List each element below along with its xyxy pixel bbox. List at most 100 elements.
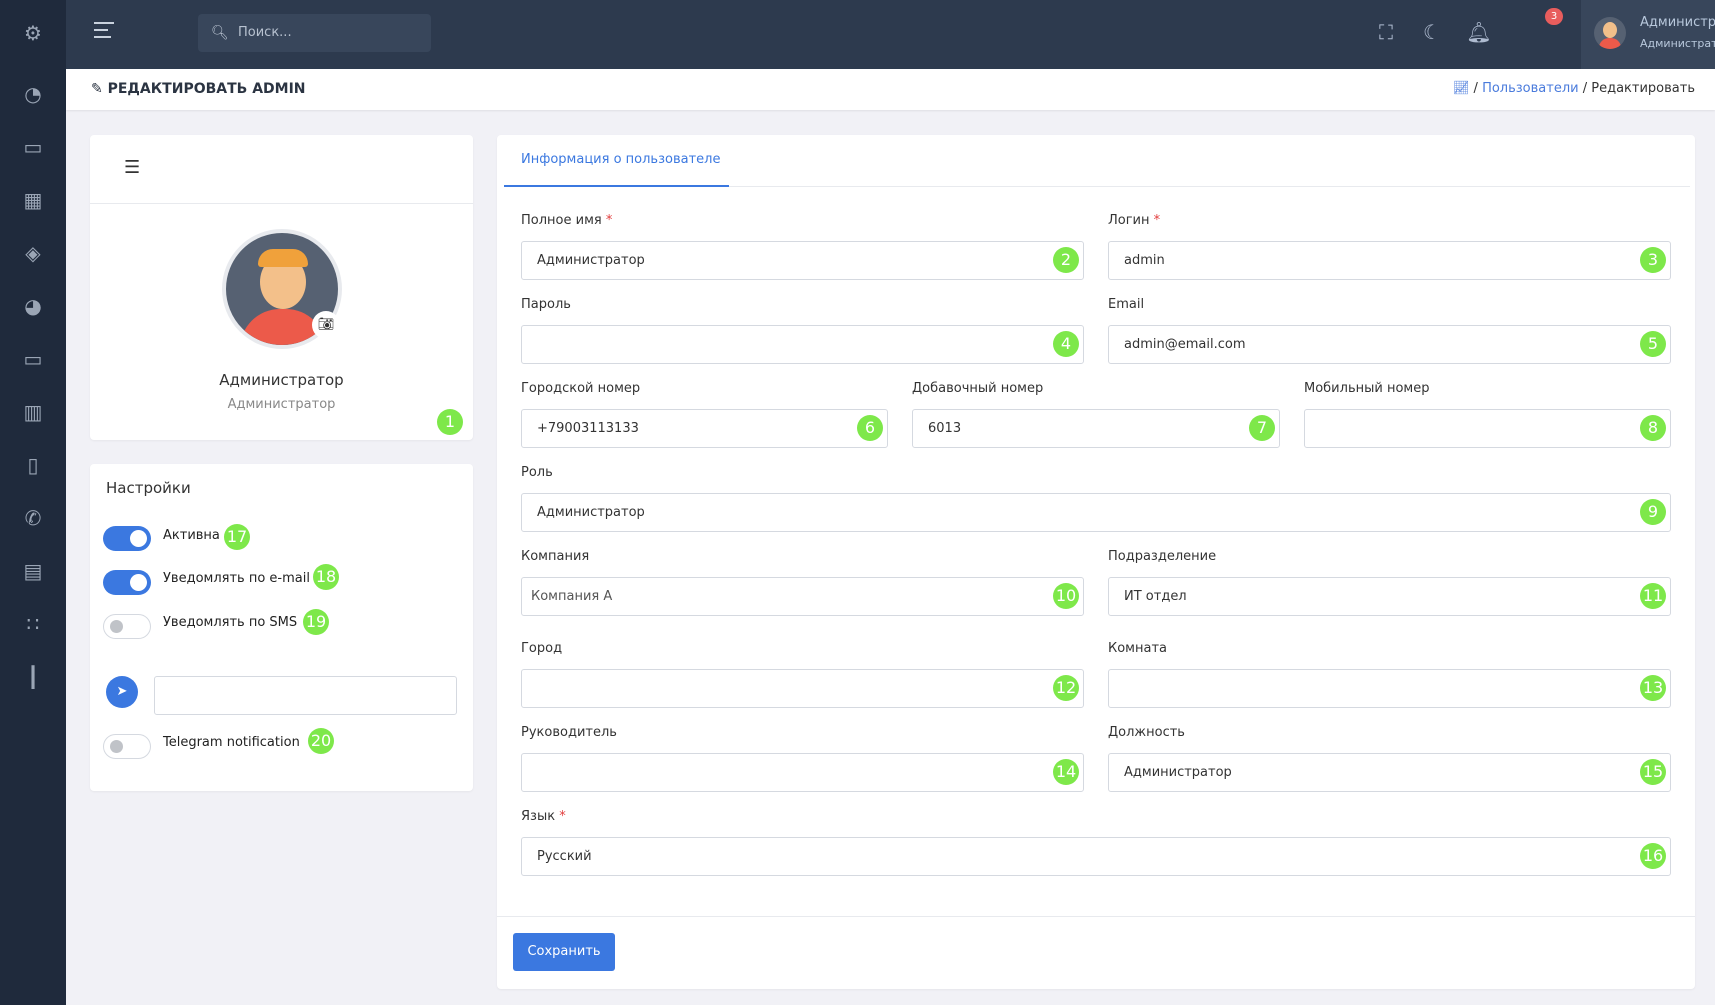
search-input[interactable]: 🔍︎ Поиск...	[198, 14, 431, 52]
field-label: Городской номер	[521, 381, 641, 396]
profile-name: Администратор	[219, 371, 344, 389]
bar-chart-icon[interactable]: ┃	[26, 665, 40, 689]
breadcrumb: 📈︎ / Пользователи / Редактировать	[1452, 81, 1695, 96]
number-badge: 9	[1640, 499, 1666, 525]
user-menu[interactable]: Администратор Администратор	[1581, 0, 1715, 69]
apps-icon[interactable]: ∷	[26, 612, 40, 636]
city-phone-input[interactable]: +79003113133 6	[521, 409, 888, 448]
toggle-email[interactable]	[103, 570, 151, 595]
password-input[interactable]: 4	[521, 325, 1084, 364]
notification-badge: 3	[1545, 8, 1563, 25]
number-badge: 19	[303, 609, 329, 635]
chart-pie-icon[interactable]: ◕	[24, 294, 42, 318]
breadcrumb-current: Редактировать	[1591, 81, 1695, 96]
full-name-input[interactable]: Администратор 2	[521, 241, 1084, 280]
company-select[interactable]: Компания А 10	[521, 577, 1084, 616]
toggle-label: Telegram notification	[163, 735, 300, 750]
number-badge: 10	[1053, 583, 1079, 609]
field-text: 6013	[928, 421, 962, 436]
number-badge: 7	[1249, 415, 1275, 441]
number-badge: 1	[437, 409, 463, 435]
inventory-icon[interactable]: ▥	[23, 400, 43, 424]
number-badge: 5	[1640, 331, 1666, 357]
user-name: Администратор	[1640, 15, 1715, 30]
field-label: Логин *	[1108, 213, 1160, 228]
login-input[interactable]: admin 3	[1108, 241, 1671, 280]
settings-card: Настройки Активна 17 Уведомлять по e-mai…	[90, 464, 473, 791]
toggle-telegram[interactable]	[103, 734, 151, 759]
telegram-input[interactable]	[154, 676, 457, 715]
list-icon[interactable]: ☰	[124, 157, 141, 178]
avatar	[1594, 17, 1626, 49]
field-text: +79003113133	[537, 421, 639, 436]
save-button[interactable]: Сохранить	[513, 933, 615, 971]
language-select[interactable]: Русский 16	[521, 837, 1671, 876]
ext-phone-input[interactable]: 6013 7	[912, 409, 1280, 448]
page-title: ✎ РЕДАКТИРОВАТЬ ADMIN	[91, 81, 306, 97]
settings-icon[interactable]: ⚙	[24, 21, 42, 45]
field-text: admin@email.com	[1124, 337, 1246, 352]
number-badge: 6	[857, 415, 883, 441]
field-text: Полное имя	[521, 213, 602, 228]
tickets-icon[interactable]: ▭	[23, 135, 43, 159]
number-badge: 16	[1640, 843, 1666, 869]
city-input[interactable]: 12	[521, 669, 1084, 708]
room-input[interactable]: 13	[1108, 669, 1671, 708]
field-text: Логин	[1108, 213, 1150, 228]
department-select[interactable]: ИТ отдел 11	[1108, 577, 1671, 616]
search-icon: 🔍︎	[211, 25, 229, 41]
field-text: Компания А	[531, 589, 613, 604]
field-label: Руководитель	[521, 725, 617, 740]
layers-icon[interactable]: ◈	[25, 241, 41, 265]
profile-role: Администратор	[227, 397, 336, 412]
calendar-icon[interactable]: ▦	[23, 188, 43, 212]
position-input[interactable]: Администратор 15	[1108, 753, 1671, 792]
field-label: Мобильный номер	[1304, 381, 1430, 396]
number-badge: 20	[308, 728, 334, 754]
required-marker: *	[559, 809, 566, 824]
settings-title: Настройки	[106, 479, 191, 497]
tab-user-info[interactable]: Информация о пользователе	[521, 152, 721, 167]
page-header: ✎ РЕДАКТИРОВАТЬ ADMIN 📈︎ / Пользователи …	[66, 69, 1715, 110]
telegram-icon: ➤	[106, 676, 138, 708]
bell-icon[interactable]: 🔔︎	[1466, 20, 1492, 44]
manager-input[interactable]: 14	[521, 753, 1084, 792]
camera-icon[interactable]: 📷︎	[312, 311, 340, 339]
number-badge: 8	[1640, 415, 1666, 441]
field-label: Email	[1108, 297, 1145, 312]
profile-card: ☰ 📷︎ Администратор Администратор 1	[90, 135, 473, 440]
fullscreen-icon[interactable]: ⛶	[1379, 20, 1393, 44]
field-label: Роль	[521, 465, 553, 480]
number-badge: 12	[1053, 675, 1079, 701]
toggle-active[interactable]	[103, 526, 151, 551]
book-icon[interactable]: ▯	[27, 453, 39, 477]
profile-avatar	[222, 229, 342, 349]
mobile-input[interactable]: 8	[1304, 409, 1671, 448]
required-marker: *	[1153, 213, 1161, 228]
field-text: Русский	[537, 849, 592, 864]
toggle-sms[interactable]	[103, 614, 151, 639]
contacts-icon[interactable]: ▤	[23, 559, 43, 583]
dark-mode-icon[interactable]: ☾	[1423, 20, 1441, 44]
number-badge: 4	[1053, 331, 1079, 357]
user-role: Администратор	[1640, 37, 1715, 50]
breadcrumb-users[interactable]: Пользователи	[1482, 81, 1579, 96]
home-chart-icon[interactable]: 📈︎	[1452, 81, 1470, 96]
phone-icon[interactable]: ✆	[24, 506, 42, 530]
field-text: Язык	[521, 809, 556, 824]
role-select[interactable]: Администратор 9	[521, 493, 1671, 532]
field-label: Подразделение	[1108, 549, 1217, 564]
edit-icon: ✎	[91, 81, 108, 97]
number-badge: 15	[1640, 759, 1666, 785]
laptop-icon[interactable]: ▭	[23, 347, 43, 371]
email-input[interactable]: admin@email.com 5	[1108, 325, 1671, 364]
dashboard-icon[interactable]: ◔	[24, 82, 42, 106]
field-label: Должность	[1108, 725, 1185, 740]
field-text: admin	[1124, 253, 1165, 268]
field-label: Компания	[521, 549, 590, 564]
field-label: Пароль	[521, 297, 571, 312]
field-label: Добавочный номер	[912, 381, 1044, 396]
number-badge: 17	[224, 524, 250, 550]
menu-toggle-icon[interactable]	[94, 22, 114, 38]
number-badge: 2	[1053, 247, 1079, 273]
